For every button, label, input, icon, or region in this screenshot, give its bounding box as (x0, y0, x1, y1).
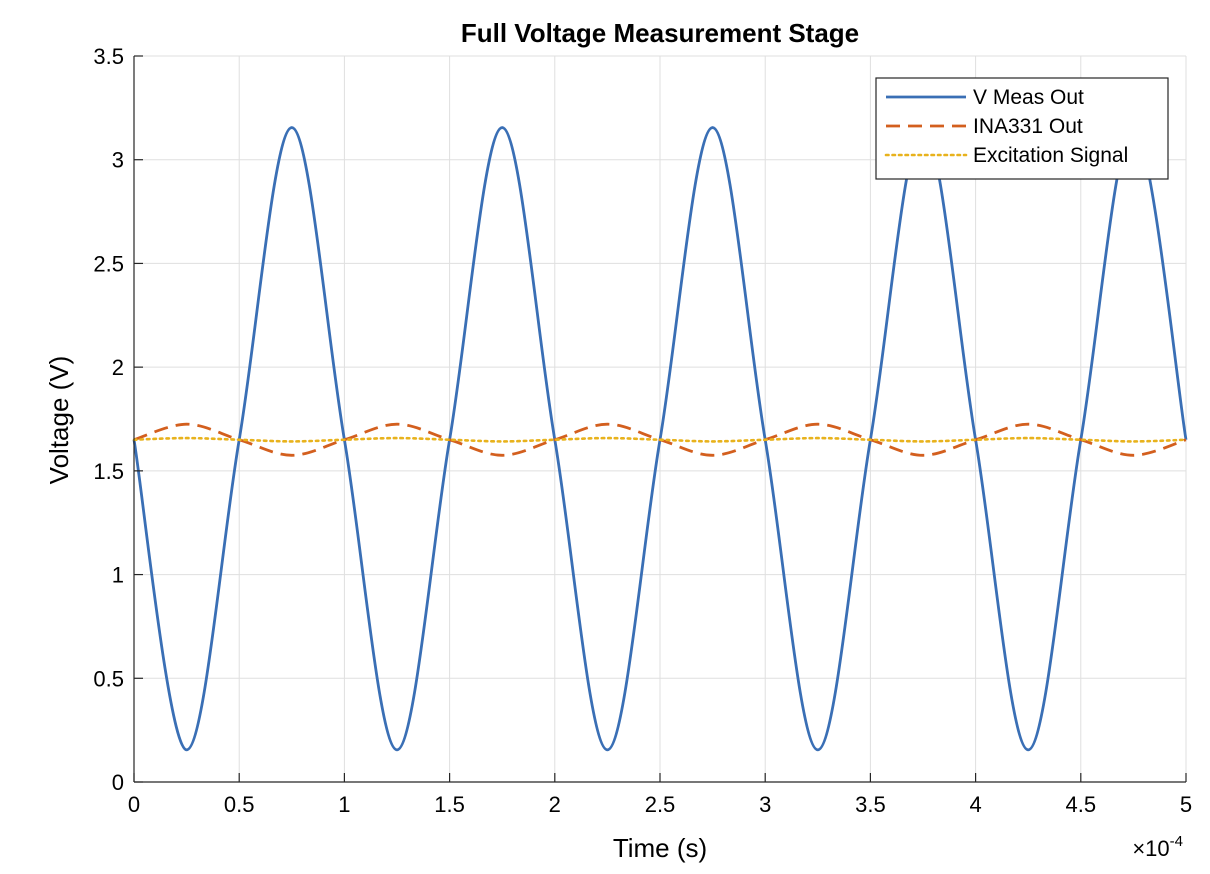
x-tick-label: 2 (549, 792, 561, 817)
x-axis-label: Time (s) (613, 833, 707, 863)
y-tick-label: 0 (112, 770, 124, 795)
y-tick-label: 2 (112, 355, 124, 380)
legend-box (875, 77, 1169, 180)
tick-labels: 0 0.5 1 1.5 2 2.5 3 3.5 4 4.5 5 0 0.5 1 1.5 2 2.5 3 3.5 (93, 44, 1192, 817)
x-tick-label: 5 (1180, 792, 1192, 817)
x-tick-label: 1.5 (434, 792, 465, 817)
x-tick-label: 3.5 (855, 792, 886, 817)
y-tick-label: 1.5 (93, 459, 124, 484)
x-axis-exponent-power: -4 (1170, 833, 1183, 850)
legend-label-1: V Meas Out (973, 86, 1084, 109)
y-tick-label: 2.5 (93, 251, 124, 276)
series-line-3 (132, 436, 1188, 443)
x-axis-exponent: ×10-4 (1132, 833, 1183, 861)
y-axis-label: Voltage (V) (44, 356, 74, 485)
x-tick-label: 0 (128, 792, 140, 817)
legend-label-3: Excitation Signal (973, 144, 1128, 167)
chart-title: Full Voltage Measurement Stage (461, 18, 859, 48)
x-tick-label: 4 (969, 792, 981, 817)
legend-label-2: INA331 Out (973, 115, 1083, 138)
x-tick-label: 4.5 (1066, 792, 1097, 817)
y-tick-label: 3.5 (93, 44, 124, 69)
x-tick-label: 0.5 (224, 792, 255, 817)
legend: V Meas Out INA331 Out Excitation Signal (875, 77, 1169, 180)
series-lines (132, 126, 1188, 752)
y-tick-label: 0.5 (93, 666, 124, 691)
y-tick-label: 3 (112, 148, 124, 173)
x-tick-label: 2.5 (645, 792, 676, 817)
y-tick-label: 1 (112, 563, 124, 588)
x-tick-label: 3 (759, 792, 771, 817)
x-axis-exponent-base: ×10 (1132, 836, 1169, 861)
x-tick-label: 1 (338, 792, 350, 817)
axes (133, 55, 1187, 783)
